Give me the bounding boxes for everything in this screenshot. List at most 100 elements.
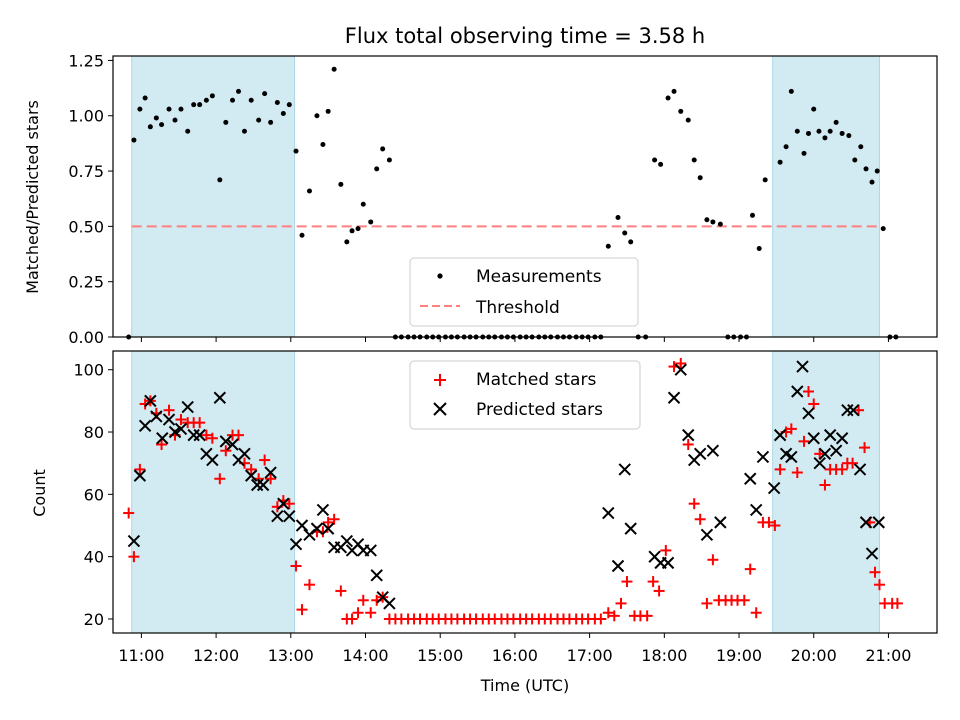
measurement-point-77 (605, 243, 611, 249)
matched-point-28 (296, 604, 308, 616)
measurement-point-114 (852, 157, 858, 163)
predicted-point-64 (791, 385, 804, 398)
bottom-xtick-label-9: 20:00 (791, 646, 837, 665)
matched-point-13 (200, 429, 212, 441)
bottom-legend: Matched stars Predicted stars (409, 360, 641, 430)
measurement-point-22 (262, 91, 268, 97)
matched-point-107 (791, 467, 803, 479)
matched-point-20 (245, 463, 257, 475)
measurement-point-1 (131, 137, 137, 143)
measurement-point-104 (794, 128, 800, 134)
predicted-point-67 (807, 432, 820, 445)
predicted-point-39 (370, 569, 383, 582)
matched-point-89 (682, 438, 694, 450)
matched-point-84 (647, 576, 659, 588)
measurement-point-24 (274, 99, 280, 105)
measurement-point-89 (691, 157, 697, 163)
predicted-point-23 (271, 509, 284, 523)
predicted-point-61 (773, 428, 787, 442)
measurement-point-111 (833, 119, 839, 125)
legend-measurements-label: Measurements (476, 267, 602, 287)
matched-point-14 (206, 432, 218, 444)
bottom-ytick-label-4: 100 (73, 361, 104, 380)
matched-point-36 (346, 613, 358, 625)
measurement-point-108 (816, 128, 822, 134)
measurement-point-88 (685, 117, 691, 123)
matched-point-115 (836, 463, 848, 475)
matched-point-39 (365, 607, 377, 619)
matched-point-91 (694, 513, 706, 525)
matched-point-125 (891, 597, 903, 609)
matched-point-38 (357, 594, 369, 606)
measurement-point-26 (286, 102, 292, 108)
top-ytick-label-2: 0.50 (68, 217, 104, 236)
predicted-point-76 (859, 516, 873, 529)
matched-point-122 (873, 579, 885, 591)
measurement-point-107 (811, 106, 817, 112)
measurement-point-109 (822, 135, 828, 141)
measurement-point-91 (704, 217, 710, 223)
legend-matched-label: Matched stars (476, 370, 596, 390)
measurement-point-116 (863, 166, 869, 172)
matched-point-77 (602, 607, 614, 619)
measurement-point-35 (344, 239, 350, 245)
predicted-point-5 (156, 432, 169, 445)
measurement-point-16 (223, 119, 229, 125)
measurement-point-14 (209, 93, 215, 99)
matched-point-98 (738, 594, 750, 606)
legend-threshold-label: Threshold (475, 298, 560, 318)
matched-point-0 (123, 507, 135, 519)
measurement-point-2 (137, 106, 143, 112)
measurement-point-79 (622, 230, 628, 236)
predicted-point-74 (847, 403, 860, 417)
measurement-point-102 (783, 144, 789, 150)
measurement-point-36 (349, 228, 355, 234)
matched-point-12 (194, 417, 206, 429)
matched-point-27 (290, 560, 302, 572)
measurement-point-40 (374, 166, 380, 172)
predicted-point-71 (829, 444, 843, 457)
measurement-point-23 (268, 119, 274, 125)
matched-point-117 (847, 457, 859, 469)
top-axes-frame (112, 55, 938, 338)
matched-point-34 (335, 585, 347, 597)
predicted-point-27 (295, 519, 309, 532)
predicted-point-42 (602, 506, 615, 520)
predicted-point-43 (611, 559, 625, 573)
legend-matched-marker (434, 374, 446, 386)
measurement-point-27 (293, 148, 299, 154)
predicted-point-53 (693, 447, 707, 461)
matched-point-109 (803, 386, 815, 398)
matched-point-15 (214, 473, 226, 485)
measurement-point-28 (299, 232, 305, 238)
bottom-xtick-label-5: 16:00 (492, 646, 538, 665)
predicted-point-70 (823, 428, 837, 442)
bottom-ytick-label-2: 60 (84, 485, 104, 504)
measurement-point-33 (331, 66, 337, 72)
bottom-xtick-label-8: 19:00 (716, 646, 762, 665)
predicted-point-44 (618, 463, 631, 476)
matched-point-33 (328, 513, 340, 525)
measurement-point-4 (147, 124, 153, 130)
top-shaded-regions (131, 55, 880, 338)
bottom-ytick-label-3: 80 (84, 423, 104, 442)
predicted-point-55 (706, 444, 720, 457)
matched-point-76 (595, 613, 607, 625)
bottom-xtick-label-4: 15:00 (417, 646, 463, 665)
measurement-point-84 (658, 161, 664, 167)
predicted-point-11 (193, 428, 206, 442)
predicted-point-45 (624, 522, 637, 535)
matched-point-90 (688, 498, 700, 510)
measurement-point-5 (153, 115, 159, 121)
bottom-shaded-regions (131, 350, 880, 634)
measurement-point-119 (880, 226, 886, 232)
matched-point-121 (869, 566, 881, 578)
matched-point-29 (303, 579, 315, 591)
predicted-point-69 (818, 447, 832, 461)
bottom-xtick-label-7: 18:00 (641, 646, 687, 665)
measurement-point-39 (368, 219, 374, 225)
top-x-ticks (140, 337, 889, 342)
predicted-point-48 (661, 556, 675, 570)
predicted-point-21 (256, 478, 270, 492)
measurement-point-31 (320, 142, 326, 148)
